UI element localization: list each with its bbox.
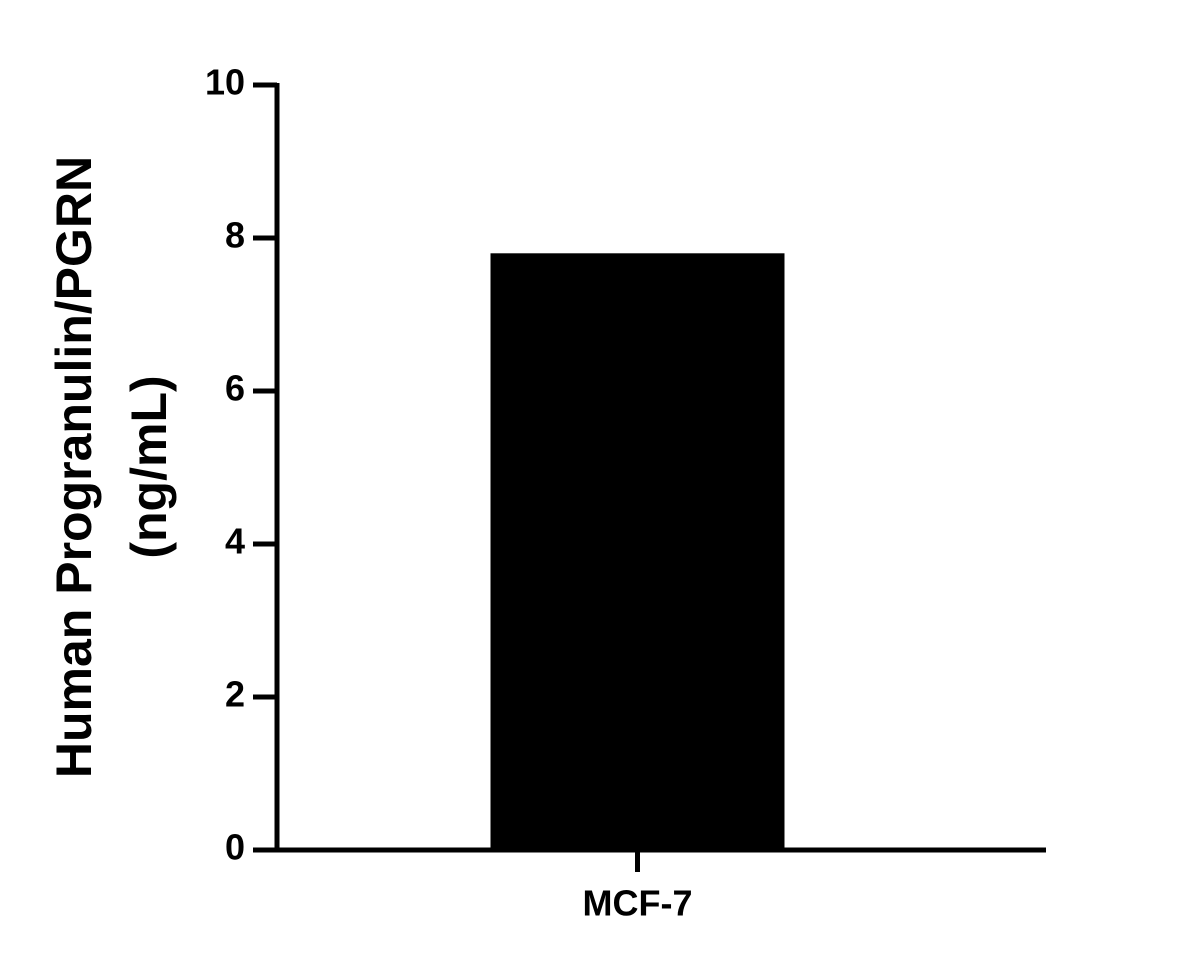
bar [490,253,785,851]
y-tick-label: 8 [225,215,245,256]
y-tick-label: 4 [225,521,245,562]
y-tick-label: 2 [225,674,245,715]
y-axis-label: (ng/mL) [121,375,177,558]
y-tick-label: 6 [225,368,245,409]
y-axis-label: Human Progranulin/PGRN [46,156,102,778]
y-tick-label: 0 [225,827,245,868]
x-tick-label: MCF-7 [583,883,693,924]
y-tick-label: 10 [205,62,245,103]
